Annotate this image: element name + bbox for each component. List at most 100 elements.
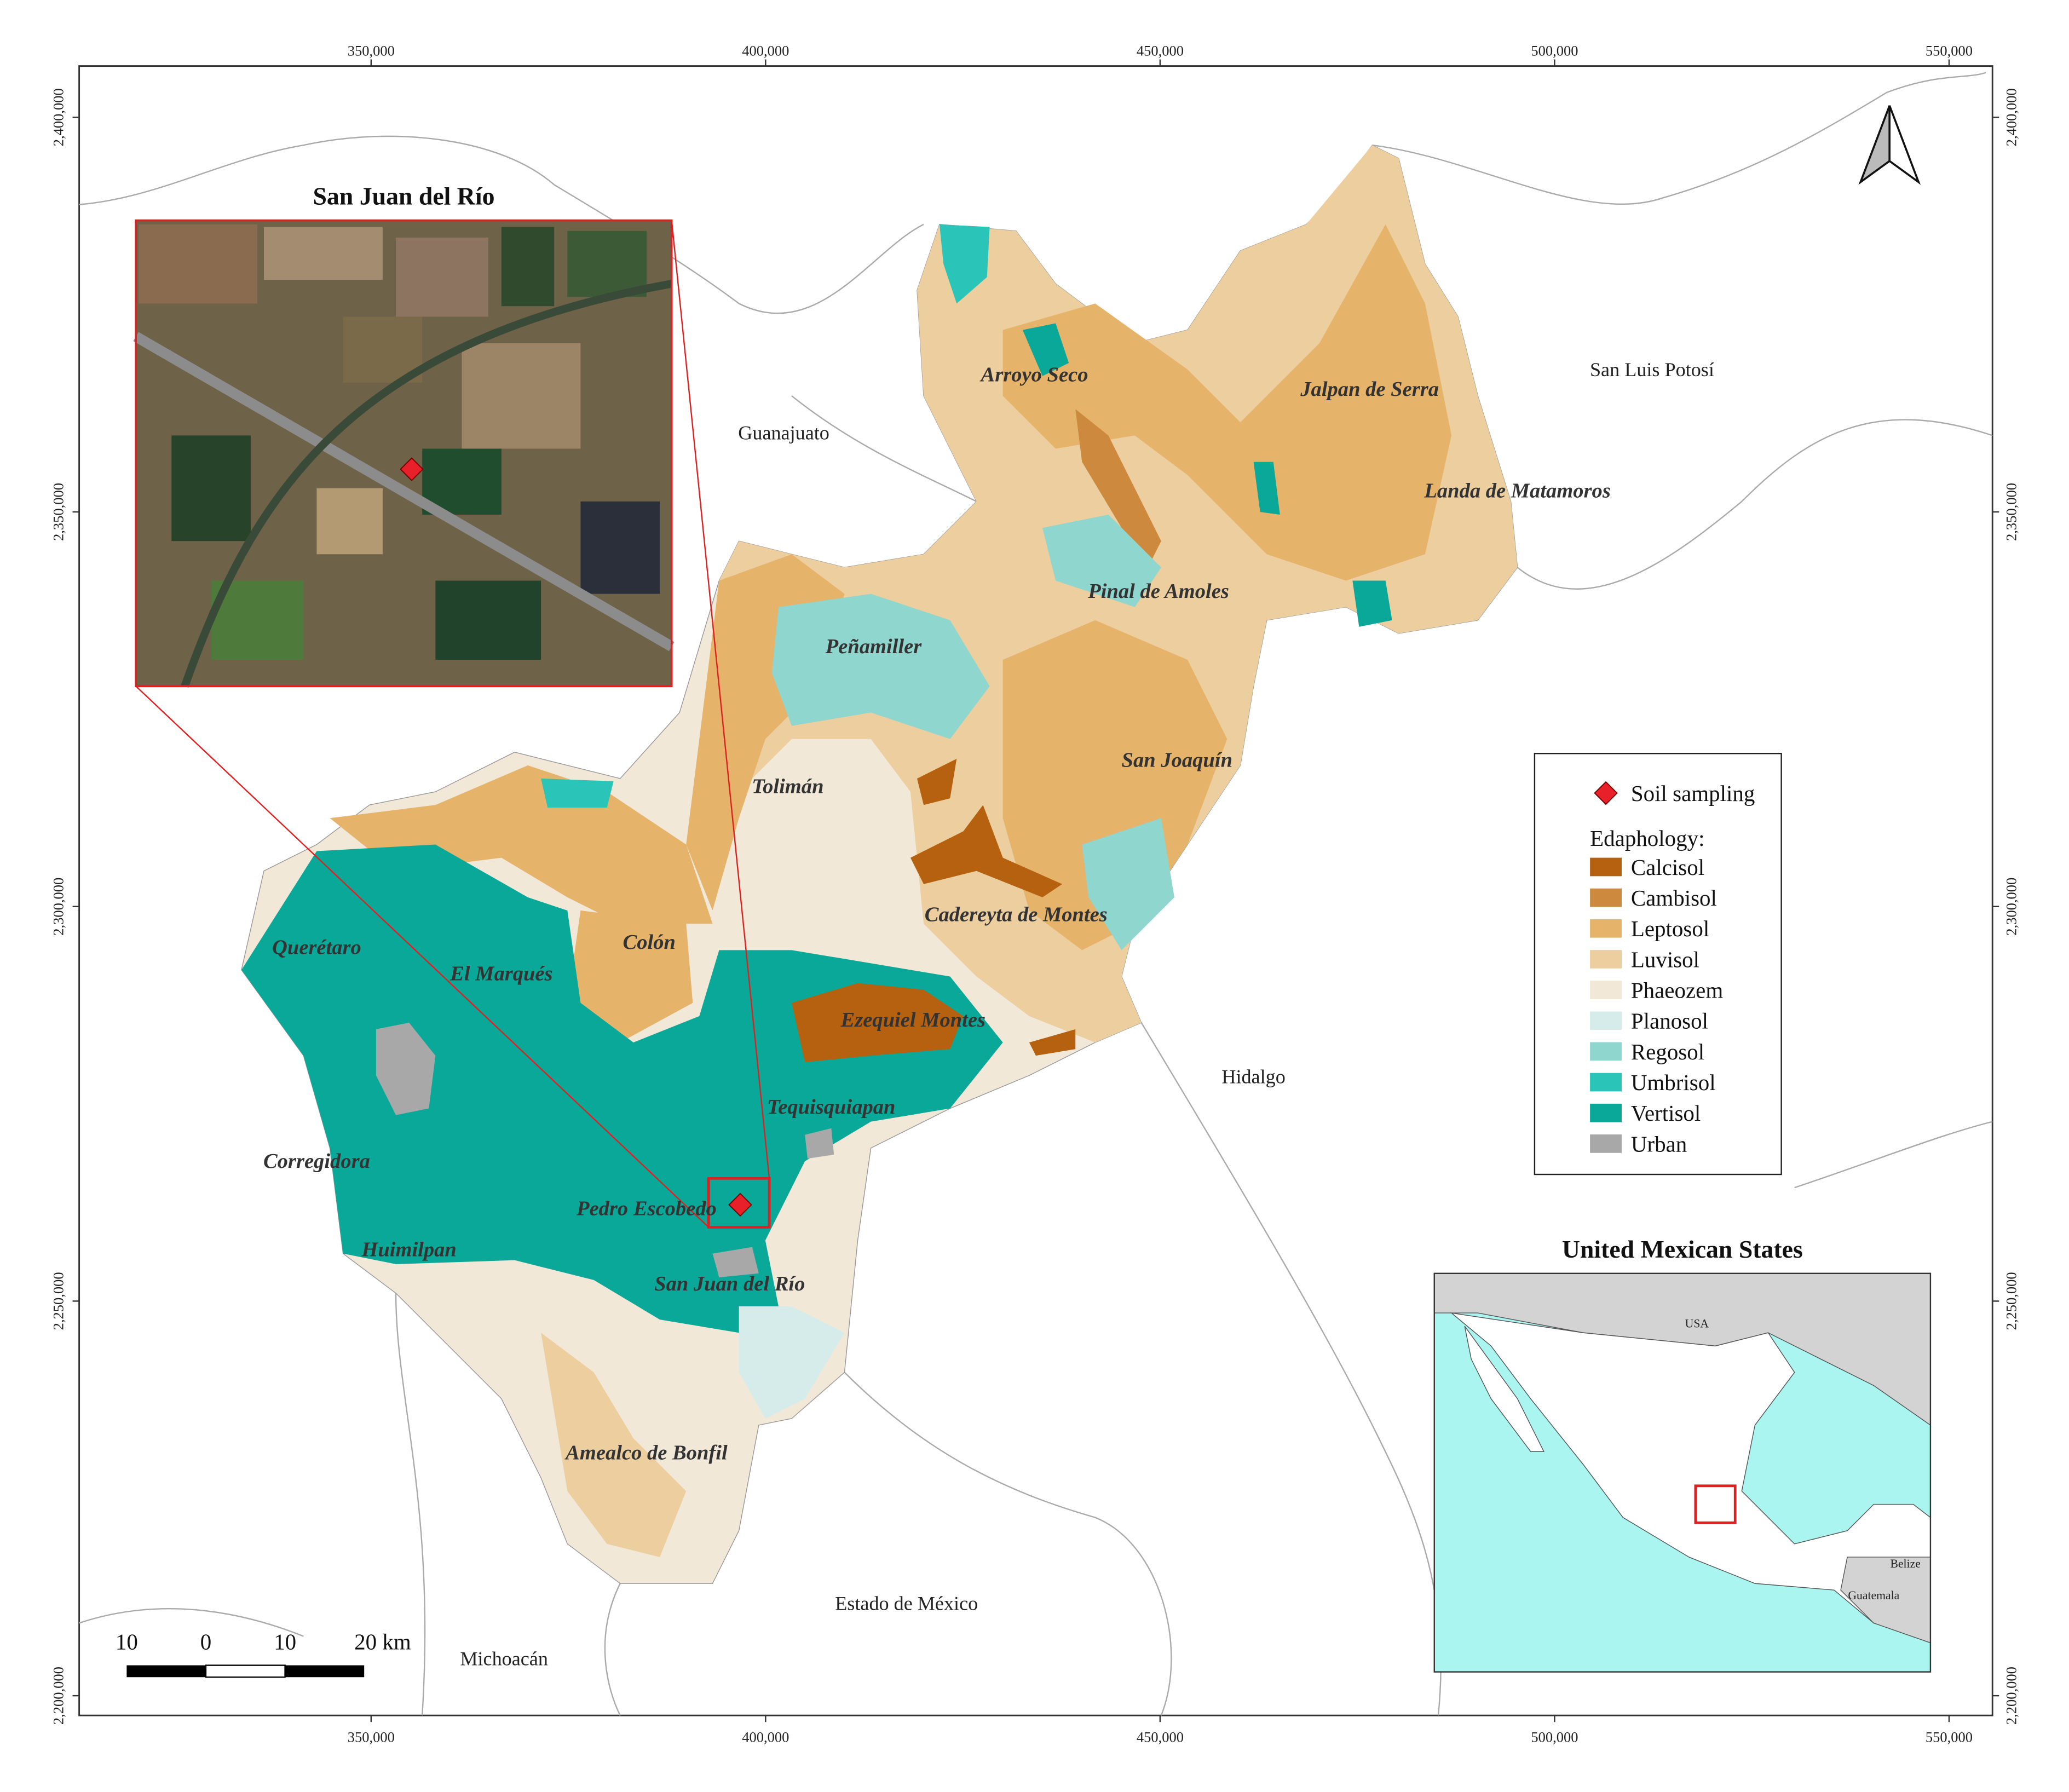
municipality-label: Amealco de Bonfil	[564, 1442, 728, 1465]
legend-title: Edaphology:	[1590, 826, 1704, 851]
legend-label: Leptosol	[1631, 916, 1709, 941]
boundary	[79, 135, 924, 314]
state-label: Michoacán	[460, 1648, 548, 1670]
scale-segment	[126, 1665, 206, 1678]
field	[435, 580, 541, 660]
field	[580, 501, 660, 594]
soil-area	[939, 224, 990, 304]
sample-marker	[728, 1192, 752, 1217]
country-label: USA	[1685, 1317, 1709, 1330]
soil-area	[910, 805, 1063, 897]
scale-segment	[205, 1664, 286, 1678]
field	[567, 231, 647, 297]
field	[171, 435, 251, 541]
arrow-half	[1888, 105, 1921, 185]
legend-swatch	[1590, 1073, 1622, 1092]
y-tick-label: 2,250,000	[50, 1272, 67, 1330]
state-label: Guanajuato	[738, 422, 829, 444]
soil-area	[771, 594, 990, 739]
scale-segment	[285, 1665, 365, 1678]
inset-title: San Juan del Río	[313, 182, 494, 210]
boundary	[395, 1293, 426, 1716]
x-tick-label: 350,000	[348, 1728, 395, 1745]
soil-area	[1253, 462, 1280, 515]
soil-area	[1002, 224, 1452, 581]
inset-frame	[1433, 1272, 1932, 1673]
legend-swatch	[1590, 888, 1622, 907]
x-tick-label: 500,000	[1531, 42, 1578, 59]
field	[396, 237, 488, 317]
mexico	[1450, 1312, 1931, 1637]
legend-label: Urban	[1631, 1131, 1687, 1156]
legend-label: Luvisol	[1631, 947, 1699, 972]
location-box	[1694, 1484, 1737, 1524]
municipality-label: Cadereyta de Montes	[925, 903, 1108, 926]
municipality-label: Ezequiel Montes	[840, 1009, 986, 1032]
x-tick-label: 550,000	[1926, 42, 1973, 59]
legend-label: Regosol	[1631, 1039, 1704, 1064]
soil-area	[917, 758, 957, 805]
x-tick-label: 450,000	[1137, 42, 1184, 59]
municipality-label: Landa de Matamoros	[1423, 480, 1611, 503]
legend-label: Soil sampling	[1631, 781, 1755, 806]
sample-marker	[400, 457, 424, 481]
baja-california	[1464, 1326, 1544, 1452]
legend-box	[1534, 753, 1782, 1176]
scale-label: 0	[200, 1629, 211, 1655]
soil-area	[330, 765, 713, 924]
field	[422, 448, 502, 515]
legend-label: Planosol	[1631, 1009, 1708, 1034]
field	[316, 488, 383, 555]
x-tick-label: 350,000	[348, 42, 395, 59]
boundary	[79, 1607, 304, 1637]
soil-area	[541, 1333, 687, 1557]
boundary	[1794, 1121, 1993, 1189]
legend-label: Vertisol	[1631, 1100, 1701, 1126]
scale-label: 10	[274, 1629, 296, 1655]
soil-area	[1352, 580, 1392, 627]
municipality-label: San Joaquín	[1122, 748, 1232, 771]
municipality-label: Jalpan de Serra	[1300, 378, 1439, 401]
satellite-frame	[135, 219, 673, 688]
soil-area	[1029, 1029, 1076, 1056]
state-label: Estado de México	[835, 1592, 978, 1614]
zoom-line	[135, 685, 710, 1228]
country-inset: United Mexican States	[1433, 1235, 1932, 1673]
legend-label: Umbrisol	[1631, 1070, 1716, 1095]
legend-swatch	[1590, 857, 1622, 877]
soil-area	[1082, 818, 1174, 950]
municipality-label: Tolimán	[752, 775, 823, 798]
municipality-label: Colón	[623, 931, 676, 954]
boundary	[1517, 419, 1993, 590]
municipality-label: El Marqués	[449, 963, 552, 986]
y-tick-label: 2,250,000	[2003, 1272, 2020, 1330]
legend-marker	[1594, 781, 1618, 805]
y-tick-label: 2,350,000	[2003, 483, 2020, 541]
municipality-label: Huimilpan	[361, 1238, 457, 1261]
soil-area	[567, 911, 693, 1043]
soil-area	[376, 1022, 436, 1115]
zoom-box	[707, 1177, 771, 1229]
boundary	[844, 1372, 1172, 1716]
legend-swatch	[1590, 1042, 1622, 1061]
satellite-inset: San Juan del Río	[133, 182, 675, 688]
y-tick-label: 2,200,000	[2003, 1667, 2020, 1725]
soil-area	[805, 1128, 834, 1159]
scale-bar	[126, 1664, 365, 1678]
country-label: Guatemala	[1848, 1589, 1899, 1602]
legend-label: Cambisol	[1631, 885, 1717, 911]
field	[462, 343, 581, 449]
state-label: San Luis Potosí	[1590, 359, 1714, 381]
legend-swatch	[1590, 1103, 1622, 1122]
soil-area	[792, 983, 964, 1063]
municipality-label: Tequisquiapan	[767, 1096, 895, 1119]
legend-swatch	[1590, 981, 1622, 999]
municipality-label: Arroyo Seco	[980, 364, 1088, 387]
north-arrow	[1858, 105, 1921, 185]
legend-label: Calcisol	[1631, 855, 1704, 880]
zoom-connector	[135, 220, 771, 1229]
x-tick-label: 400,000	[742, 42, 789, 59]
y-tick-label: 2,200,000	[50, 1667, 67, 1725]
